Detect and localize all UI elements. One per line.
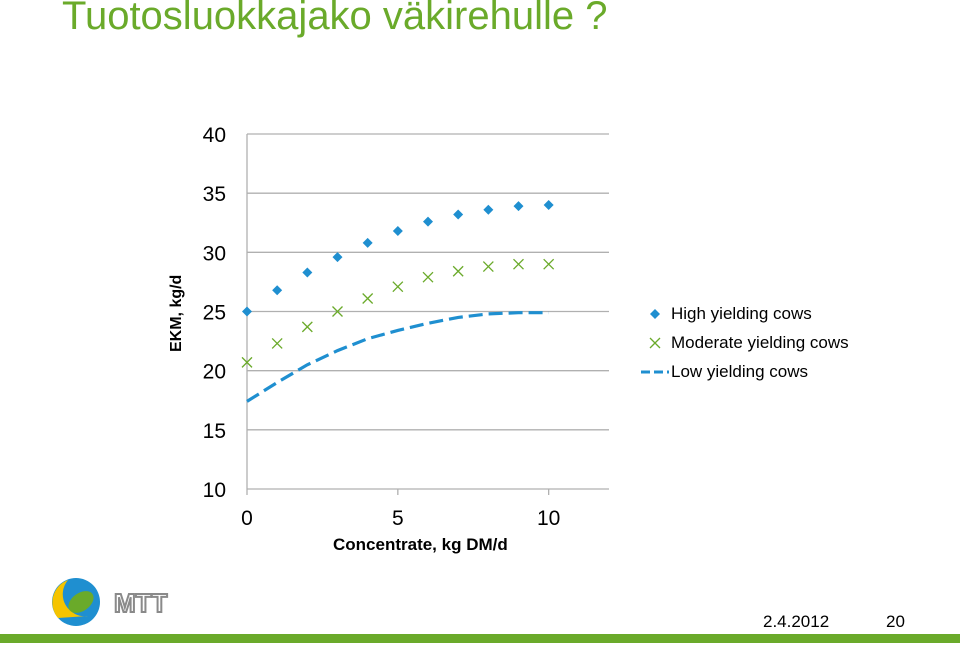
data-point-high <box>423 216 433 227</box>
data-point-high <box>453 209 464 220</box>
data-point-moderate <box>543 258 555 270</box>
footer-page-number: 20 <box>886 612 905 631</box>
data-point-moderate <box>301 321 313 333</box>
legend-label-high: High yielding cows <box>671 304 812 323</box>
data-point-high <box>242 306 252 317</box>
footer-date: 2.4.2012 <box>763 612 830 631</box>
data-point-high <box>302 267 313 278</box>
y-tick-label: 30 <box>203 242 226 265</box>
data-point-high <box>543 200 554 210</box>
x-axis-label: Concentrate, kg DM/d <box>333 535 508 554</box>
page-title: Tuotosluokkajako väkirehulle ? <box>62 0 608 38</box>
legend-diamond-marker <box>650 309 660 319</box>
data-point-high <box>332 252 343 263</box>
chart-series <box>241 200 555 403</box>
legend-x-marker <box>649 337 661 349</box>
series-line-low <box>246 311 549 403</box>
data-point-moderate <box>241 356 253 368</box>
data-point-moderate <box>362 293 374 304</box>
data-point-high <box>272 285 283 296</box>
data-point-moderate <box>452 265 464 277</box>
data-point-moderate <box>422 271 434 283</box>
footer-bar <box>0 634 960 643</box>
data-point-moderate <box>332 306 343 317</box>
legend-dashed-line-marker <box>641 370 669 374</box>
x-tick-labels: 0 5 10 <box>241 507 560 530</box>
y-tick-label: 10 <box>203 479 226 502</box>
y-tick-label: 20 <box>203 361 226 384</box>
legend-label-low: Low yielding cows <box>671 362 809 381</box>
data-point-high <box>513 201 524 212</box>
data-point-moderate <box>271 337 283 349</box>
data-point-high <box>392 226 403 237</box>
y-tick-label: 25 <box>203 302 226 325</box>
chart-gridlines <box>246 133 609 495</box>
x-tick-label: 10 <box>537 507 560 530</box>
y-tick-label: 35 <box>203 183 226 206</box>
y-tick-label: 15 <box>203 420 226 443</box>
data-point-high <box>362 237 373 248</box>
data-point-moderate <box>392 281 404 293</box>
data-point-moderate <box>513 258 524 270</box>
x-tick-label: 5 <box>392 507 404 530</box>
data-point-moderate <box>482 261 494 272</box>
y-axis-label: EKM, kg/d <box>168 274 185 352</box>
x-tick-label: 0 <box>241 507 253 530</box>
y-tick-label: 40 <box>203 124 226 147</box>
legend-label-moderate: Moderate yielding cows <box>671 333 849 352</box>
y-tick-labels: 10 15 20 25 30 35 40 <box>203 124 226 502</box>
data-point-high <box>483 204 494 215</box>
mtt-logo: MTT <box>52 578 169 626</box>
logo-text: MTT <box>114 588 168 618</box>
